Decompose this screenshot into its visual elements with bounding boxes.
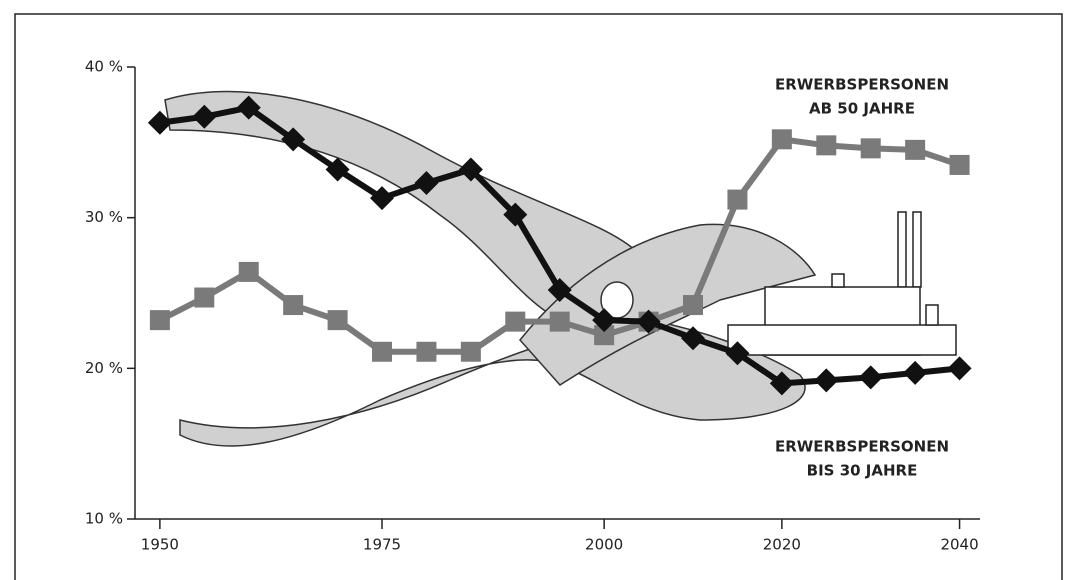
point [814, 368, 838, 392]
point [816, 135, 836, 155]
series-label: ERWERBSPERSONEN [775, 76, 949, 94]
y-tick-label: 10 % [85, 510, 123, 528]
point [772, 129, 792, 149]
point [859, 365, 883, 389]
point [505, 312, 525, 332]
point [328, 310, 348, 330]
point [150, 310, 170, 330]
x-tick-label: 2000 [585, 536, 623, 554]
point [950, 155, 970, 175]
x-tick-label: 2040 [940, 536, 978, 554]
x-tick-label: 2020 [763, 536, 801, 554]
point [948, 356, 972, 380]
chart: 10 % 20 % 30 % 40 % 1950 1975 2000 2020 2040 ERWE… [0, 0, 1078, 580]
x-tick-label: 1950 [141, 536, 179, 554]
point [550, 312, 570, 332]
y-tick-label: 40 % [85, 58, 123, 76]
series-label: BIS 30 JAHRE [807, 462, 918, 480]
y-tick-label: 30 % [85, 208, 123, 226]
point [903, 361, 927, 385]
point [416, 342, 436, 362]
x-tick-label: 1975 [363, 536, 401, 554]
point [194, 288, 214, 308]
point [727, 190, 747, 210]
point [283, 295, 303, 315]
point [683, 295, 703, 315]
pliers-illustration [165, 92, 815, 446]
point [861, 138, 881, 158]
series-label: AB 50 JAHRE [809, 100, 915, 118]
point [239, 262, 259, 282]
point [372, 342, 392, 362]
y-tick-label: 20 % [85, 359, 123, 377]
series-label: ERWERBSPERSONEN [775, 438, 949, 456]
point [905, 140, 925, 160]
point [461, 342, 481, 362]
